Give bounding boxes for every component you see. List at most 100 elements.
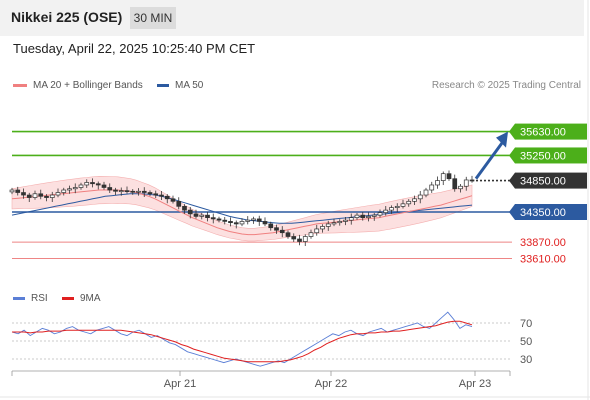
level-tag-tip-0 xyxy=(509,123,515,140)
candle-body xyxy=(153,193,159,196)
level-tag-2 xyxy=(515,172,587,189)
candle-body xyxy=(452,178,458,190)
level-tag-3 xyxy=(515,204,587,220)
candle-body xyxy=(95,183,101,186)
candle-body xyxy=(136,190,141,193)
candle-body xyxy=(9,189,15,193)
candle-body xyxy=(245,219,251,222)
candle-body xyxy=(141,190,147,193)
candle-body xyxy=(256,218,262,222)
header-bar: Nikkei 225 (OSE) 30 MIN xyxy=(0,0,584,36)
candle-body xyxy=(268,223,274,229)
candle-body xyxy=(118,190,124,192)
candle-body xyxy=(285,232,291,237)
candle-body xyxy=(389,207,394,211)
candle-body xyxy=(320,226,325,230)
candle-body xyxy=(291,236,297,240)
candle-body xyxy=(435,180,440,186)
level-tag-tip-1 xyxy=(509,147,515,164)
rsi-swatch xyxy=(13,296,25,300)
rsi-line xyxy=(11,311,473,367)
level-label-4: 33870.00 xyxy=(520,237,566,249)
candle-body xyxy=(21,192,26,196)
candle-body xyxy=(274,227,279,231)
candle-body xyxy=(159,194,164,197)
candle-body xyxy=(130,190,136,193)
candle-body xyxy=(67,188,72,191)
candle-body xyxy=(49,194,55,198)
candle-body xyxy=(182,205,187,211)
forecast-arrow-head xyxy=(496,131,508,148)
candle-body xyxy=(469,179,475,182)
candle-body xyxy=(337,221,343,224)
candle-body xyxy=(61,189,67,193)
legend-rsi: RSI xyxy=(13,293,48,304)
candle-body xyxy=(302,236,308,242)
legend-ma20: MA 20 + Bollinger Bands xyxy=(13,80,143,91)
ma9-swatch xyxy=(62,296,74,300)
interval-button[interactable]: 30 MIN xyxy=(130,7,176,29)
candle-body xyxy=(383,209,389,213)
level-tag-tip-3 xyxy=(509,204,515,220)
candle-body xyxy=(26,194,32,198)
legend-ma20-label: MA 20 + Bollinger Bands xyxy=(33,80,143,91)
x-tick-label-2: Apr 23 xyxy=(459,378,491,390)
candle-body xyxy=(84,182,90,186)
candle-body xyxy=(193,213,199,217)
candle-body xyxy=(429,184,435,191)
candle-body xyxy=(377,212,383,216)
forecast-arrow-shaft xyxy=(474,140,505,180)
candle-body xyxy=(297,238,302,242)
candle-body xyxy=(406,200,412,205)
candle-body xyxy=(38,193,44,197)
candle-body xyxy=(199,214,205,217)
candle-body xyxy=(216,218,222,221)
rsi-tick-label-2: 30 xyxy=(520,354,532,366)
candle-body xyxy=(458,185,463,190)
credit-text: Research © 2025 Trading Central xyxy=(431,80,581,91)
candle-body xyxy=(314,228,320,234)
candle-body xyxy=(440,173,446,181)
legend-rsi-label: RSI xyxy=(31,293,48,304)
candle-body xyxy=(463,179,469,187)
candle-body xyxy=(187,209,193,215)
candle-body xyxy=(423,189,429,196)
level-label-5: 33610.00 xyxy=(520,253,566,265)
candle-body xyxy=(262,221,268,225)
legend-9ma: 9MA xyxy=(62,293,101,304)
level-tag-tip-2 xyxy=(509,172,515,189)
candle-body xyxy=(124,190,130,192)
candle-body xyxy=(147,192,153,195)
candle-body xyxy=(331,222,337,225)
level-tag-0 xyxy=(515,123,587,140)
x-tick-label-1: Apr 22 xyxy=(315,378,347,390)
candle-body xyxy=(412,198,417,202)
level-tag-1 xyxy=(515,147,587,164)
ma50-swatch xyxy=(157,83,169,87)
candle-body xyxy=(325,223,331,227)
candle-body xyxy=(72,187,78,190)
candle-body xyxy=(417,194,423,200)
level-label-0: 35630.00 xyxy=(520,127,566,139)
candle-body xyxy=(210,217,216,220)
candle-body xyxy=(113,189,118,192)
candle-body xyxy=(170,198,176,202)
candle-body xyxy=(15,189,21,193)
candle-body xyxy=(164,195,170,200)
candle-body xyxy=(279,229,285,234)
candle-body xyxy=(107,187,113,191)
candle-body xyxy=(366,216,371,219)
candle-body xyxy=(308,232,314,237)
level-label-3: 34350.00 xyxy=(520,207,566,219)
candle-body xyxy=(228,221,233,224)
rsi-tick-label-1: 50 xyxy=(520,336,532,348)
ma20-line xyxy=(11,189,473,236)
candle-body xyxy=(446,173,452,180)
ma20-swatch xyxy=(13,83,27,87)
instrument-title: Nikkei 225 (OSE) xyxy=(11,9,123,25)
candle-body xyxy=(343,219,348,222)
candle-body xyxy=(394,205,400,208)
legend-9ma-label: 9MA xyxy=(80,293,101,304)
candle-body xyxy=(239,221,245,225)
